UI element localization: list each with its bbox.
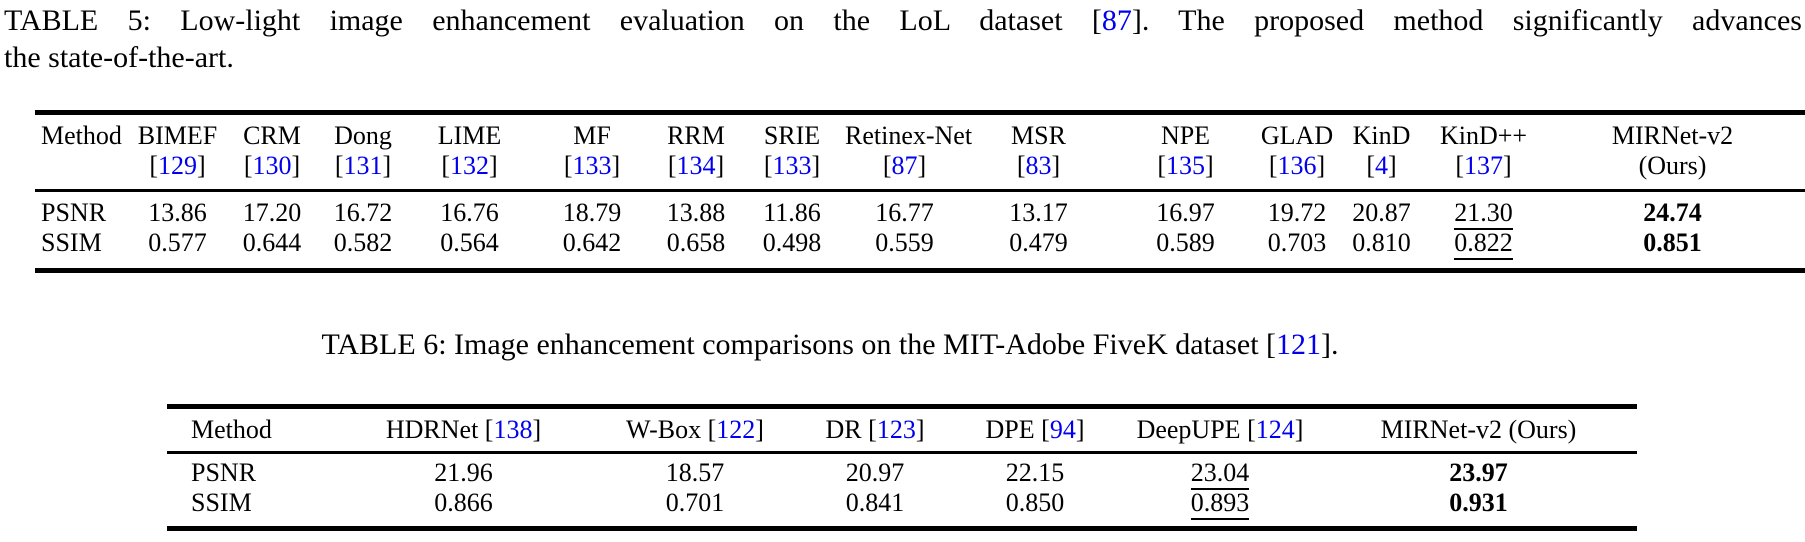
metric-value: 11.86 — [763, 198, 821, 227]
second-best-value: 21.30 — [1427, 191, 1540, 230]
table-row: PSNR 13.86 17.20 16.72 16.76 18.79 13.88 11.86 1… — [35, 191, 1805, 230]
column-header: SRIE [133] — [763, 121, 821, 180]
column-header: Retinex-Net [87] — [845, 121, 973, 180]
header-row: Method HDRNet [138] W-Box [122] DR [123] DPE… — [167, 407, 1637, 453]
column-header: RRM [134] — [667, 121, 725, 180]
metric-value: 0.810 — [1352, 228, 1411, 257]
metric-value: 13.17 — [1009, 198, 1068, 227]
metric-value: 0.701 — [665, 488, 725, 517]
metric-value: 17.20 — [242, 198, 302, 227]
row-label: PSNR — [41, 198, 107, 227]
header-row: Method BIMEF [129] CRM [130] Dong [131] LIME [13… — [35, 113, 1805, 191]
column-header: NPE [135] — [1157, 121, 1214, 180]
citation-link[interactable]: 83 — [1025, 151, 1052, 180]
citation-link[interactable]: 137 — [1464, 151, 1503, 180]
column-header: MIRNet-v2 (Ours) — [1380, 415, 1577, 444]
citation-link[interactable]: 122 — [716, 415, 756, 444]
metric-value: 16.97 — [1156, 198, 1215, 227]
citation-link[interactable]: 135 — [1166, 151, 1205, 180]
column-header: HDRNet [138] — [385, 415, 542, 444]
metric-value: 16.72 — [333, 198, 393, 227]
metric-value: 19.72 — [1267, 198, 1327, 227]
metric-value: 22.15 — [1005, 458, 1065, 487]
column-header: DeepUPE [124] — [1136, 415, 1304, 444]
best-value: 23.97 — [1449, 458, 1508, 487]
column-header: KinD++ [137] — [1439, 121, 1528, 180]
metric-value: 0.589 — [1156, 228, 1215, 257]
column-header: MF [133] — [563, 121, 621, 180]
column-header: MIRNet-v2 (Ours) — [1611, 121, 1734, 180]
second-best-value: 0.893 — [1120, 488, 1320, 529]
row-label: SSIM — [41, 228, 102, 257]
metric-value: 0.642 — [562, 228, 622, 257]
column-header: W-Box [122] — [626, 415, 764, 444]
column-header: GLAD [136] — [1260, 121, 1334, 180]
citation-link[interactable]: 123 — [876, 415, 916, 444]
row-label: SSIM — [191, 488, 252, 517]
citation-link[interactable]: 132 — [450, 151, 489, 180]
best-value: 0.851 — [1643, 228, 1702, 257]
metric-value: 0.841 — [845, 488, 905, 517]
row-label: PSNR — [191, 458, 257, 487]
column-header: Dong [131] — [334, 121, 392, 180]
metric-value: 0.498 — [762, 228, 822, 257]
citation-link[interactable]: 138 — [493, 415, 533, 444]
citation-link[interactable]: 94 — [1049, 415, 1076, 444]
citation-link[interactable]: 87 — [1101, 4, 1132, 37]
column-header: CRM [130] — [243, 121, 301, 180]
citation-link[interactable]: 134 — [676, 151, 716, 180]
column-header: DPE [94] — [985, 415, 1085, 444]
citation-link[interactable]: 121 — [1276, 328, 1322, 361]
citation-link[interactable]: 87 — [891, 151, 918, 180]
table5-caption-line1: TABLE 5: Low-light image enhancement eva… — [4, 4, 1802, 37]
citation-link[interactable]: 129 — [158, 151, 197, 180]
metric-value: 0.850 — [1005, 488, 1065, 517]
column-header: MSR [83] — [1011, 121, 1066, 180]
metric-value: 20.97 — [845, 458, 905, 487]
metric-value: 13.88 — [666, 198, 726, 227]
metric-value: 0.559 — [875, 228, 934, 257]
metric-value: 0.658 — [666, 228, 726, 257]
citation-link[interactable]: 131 — [343, 151, 383, 180]
metric-value: 18.57 — [665, 458, 725, 487]
second-best-value: 23.04 — [1120, 453, 1320, 490]
table5-caption: TABLE 5: Low-light image enhancement eva… — [4, 2, 1802, 76]
citation-link[interactable]: 133 — [572, 151, 612, 180]
table-row: SSIM 0.866 0.701 0.841 0.850 0.893 0.931 — [167, 488, 1637, 529]
metric-value: 16.77 — [875, 198, 934, 227]
lol-benchmark-table: Method BIMEF [129] CRM [130] Dong [131] LIME [13… — [35, 110, 1805, 273]
metric-value: 0.564 — [440, 228, 499, 257]
metric-value: 0.866 — [434, 488, 493, 517]
metric-value: 0.577 — [148, 228, 207, 257]
second-best-value: 0.822 — [1427, 228, 1540, 271]
metric-value: 0.479 — [1009, 228, 1068, 257]
table-row: PSNR 21.96 18.57 20.97 22.15 23.04 23.97 — [167, 453, 1637, 490]
citation-link[interactable]: 130 — [252, 151, 292, 180]
table5-caption-line2: the state-of-the-art. — [4, 41, 234, 74]
citation-link[interactable]: 124 — [1255, 415, 1295, 444]
best-value: 24.74 — [1643, 198, 1702, 227]
fivek-benchmark-table: Method HDRNet [138] W-Box [122] DR [123] DPE… — [167, 404, 1637, 531]
column-header: LIME [132] — [437, 121, 502, 180]
metric-value: 13.86 — [148, 198, 207, 227]
table6-caption: TABLE 6: Image enhancement comparisons o… — [321, 328, 1339, 361]
table-row: SSIM 0.577 0.644 0.582 0.564 0.642 0.658 0.498 0… — [35, 228, 1805, 271]
metric-value: 21.96 — [434, 458, 493, 487]
best-value: 0.931 — [1449, 488, 1508, 517]
metric-value: 16.76 — [440, 198, 499, 227]
method-column-header: Method — [191, 415, 272, 444]
citation-link[interactable]: 4 — [1375, 151, 1388, 180]
metric-value: 18.79 — [562, 198, 622, 227]
citation-link[interactable]: 133 — [772, 151, 812, 180]
metric-value: 0.644 — [242, 228, 302, 257]
column-header: DR [123] — [825, 415, 925, 444]
citation-link[interactable]: 136 — [1277, 151, 1317, 180]
metric-value: 0.582 — [333, 228, 393, 257]
column-header: BIMEF [129] — [137, 121, 218, 180]
metric-value: 20.87 — [1352, 198, 1411, 227]
method-column-header: Method — [41, 121, 122, 150]
metric-value: 0.703 — [1267, 228, 1327, 257]
column-header: KinD [4] — [1352, 121, 1411, 180]
